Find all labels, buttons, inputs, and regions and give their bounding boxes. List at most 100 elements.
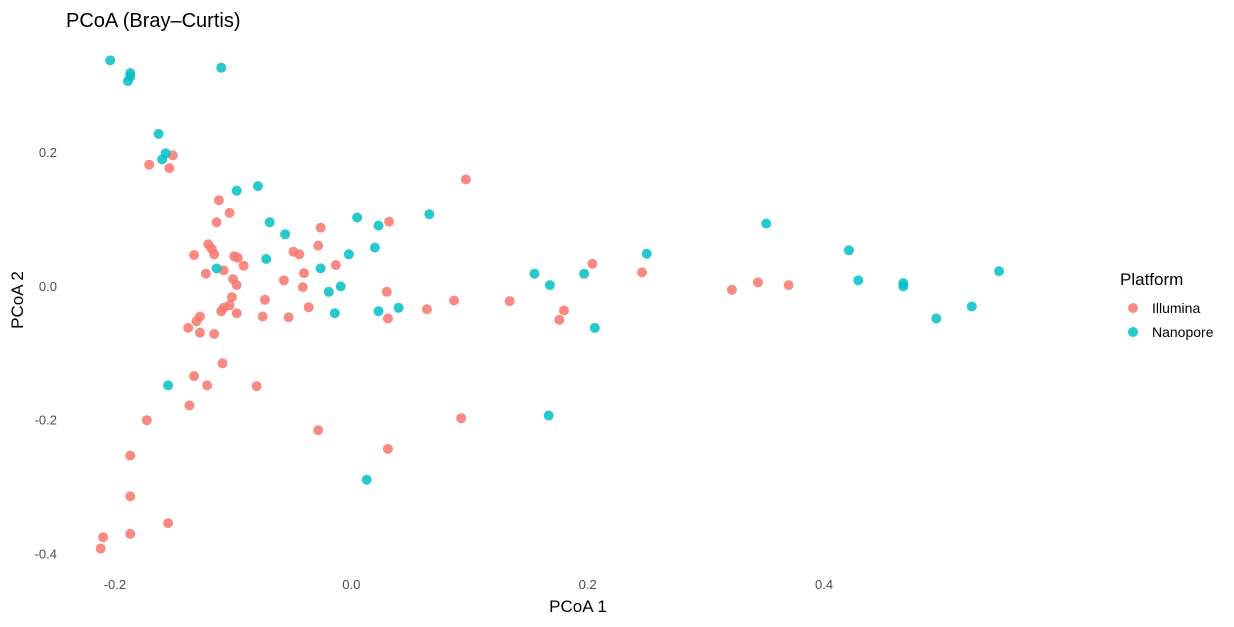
data-point-nanopore bbox=[261, 254, 272, 264]
data-point-illumina bbox=[456, 413, 467, 424]
data-point-illumina bbox=[752, 277, 763, 288]
data-point-illumina bbox=[189, 371, 200, 382]
data-point-illumina bbox=[144, 159, 155, 170]
y-axis-ticks: -0.4 -0.2 0.0 0.2 bbox=[35, 145, 57, 561]
data-point-illumina bbox=[726, 284, 737, 295]
data-point-illumina bbox=[191, 316, 202, 327]
data-point-nanopore bbox=[315, 263, 326, 274]
data-point-illumina bbox=[232, 252, 243, 263]
data-point-illumina bbox=[297, 282, 308, 293]
data-point-illumina bbox=[189, 250, 200, 260]
data-point-nanopore bbox=[264, 217, 275, 228]
x-tick-label: 0.4 bbox=[815, 577, 833, 592]
data-point-illumina bbox=[504, 296, 515, 307]
x-tick-label: 0.2 bbox=[579, 577, 597, 592]
data-point-illumina bbox=[449, 295, 460, 306]
data-point-illumina bbox=[217, 358, 228, 369]
data-point-illumina bbox=[141, 415, 152, 426]
data-point-illumina bbox=[200, 268, 211, 279]
data-point-illumina bbox=[330, 260, 341, 270]
data-point-illumina bbox=[95, 543, 106, 554]
data-point-illumina bbox=[587, 258, 598, 269]
data-point-nanopore bbox=[843, 245, 854, 256]
legend-swatch-illumina bbox=[1128, 303, 1138, 313]
data-point-nanopore bbox=[373, 306, 384, 317]
data-point-nanopore bbox=[157, 154, 168, 165]
data-point-illumina bbox=[382, 313, 393, 324]
data-point-nanopore bbox=[529, 268, 540, 279]
data-point-illumina bbox=[211, 217, 222, 228]
data-point-illumina bbox=[226, 292, 237, 303]
data-point-illumina bbox=[209, 328, 220, 339]
data-point-illumina bbox=[125, 450, 136, 461]
data-point-nanopore bbox=[966, 301, 977, 312]
data-point-illumina bbox=[313, 425, 324, 436]
data-point-illumina bbox=[299, 268, 309, 279]
data-point-illumina bbox=[460, 174, 471, 185]
data-point-nanopore bbox=[898, 281, 909, 292]
data-point-illumina bbox=[303, 302, 314, 313]
data-point-illumina bbox=[231, 308, 242, 319]
data-point-illumina bbox=[783, 280, 794, 291]
data-point-nanopore bbox=[105, 55, 116, 66]
data-point-illumina bbox=[313, 240, 324, 251]
data-point-nanopore bbox=[153, 128, 164, 139]
data-point-illumina bbox=[554, 314, 565, 325]
data-points bbox=[95, 55, 1004, 554]
data-point-nanopore bbox=[543, 410, 554, 421]
legend-label-nanopore: Nanopore bbox=[1152, 324, 1214, 340]
data-point-nanopore bbox=[211, 263, 222, 274]
data-point-nanopore bbox=[352, 212, 363, 223]
data-point-illumina bbox=[125, 528, 136, 539]
data-point-illumina bbox=[294, 249, 305, 260]
data-point-illumina bbox=[184, 400, 195, 411]
data-point-nanopore bbox=[252, 181, 263, 192]
data-point-illumina bbox=[251, 381, 262, 392]
data-point-nanopore bbox=[163, 380, 174, 391]
data-point-nanopore bbox=[323, 286, 334, 297]
data-point-nanopore bbox=[335, 281, 346, 292]
data-point-illumina bbox=[382, 443, 393, 454]
chart-title: PCoA (Bray–Curtis) bbox=[66, 10, 241, 32]
data-point-nanopore bbox=[393, 302, 404, 313]
legend-label-illumina: Illumina bbox=[1152, 300, 1200, 316]
y-axis-title: PCoA 2 bbox=[8, 271, 27, 329]
data-point-nanopore bbox=[373, 220, 384, 231]
data-point-illumina bbox=[213, 195, 224, 206]
data-point-nanopore bbox=[994, 266, 1004, 277]
legend: Platform Illumina Nanopore bbox=[1120, 270, 1214, 340]
data-point-illumina bbox=[384, 216, 395, 227]
data-point-nanopore bbox=[231, 185, 242, 196]
y-tick-label: 0.2 bbox=[39, 145, 57, 160]
data-point-nanopore bbox=[641, 248, 652, 259]
data-point-nanopore bbox=[544, 280, 555, 291]
data-point-illumina bbox=[421, 304, 432, 315]
data-point-nanopore bbox=[853, 275, 864, 286]
data-point-nanopore bbox=[589, 322, 600, 333]
data-point-nanopore bbox=[361, 474, 372, 485]
data-point-nanopore bbox=[329, 308, 340, 319]
data-point-illumina bbox=[209, 249, 220, 260]
data-point-illumina bbox=[224, 207, 235, 218]
data-point-illumina bbox=[283, 312, 294, 323]
y-tick-label: 0.0 bbox=[39, 279, 57, 294]
data-point-illumina bbox=[125, 491, 136, 502]
x-tick-label: 0.0 bbox=[342, 577, 360, 592]
data-point-illumina bbox=[637, 267, 648, 278]
data-point-nanopore bbox=[931, 313, 942, 324]
x-axis-title: PCoA 1 bbox=[549, 597, 607, 616]
data-point-nanopore bbox=[343, 249, 354, 260]
legend-swatch-nanopore bbox=[1128, 327, 1138, 337]
data-point-illumina bbox=[183, 322, 194, 333]
y-tick-label: -0.2 bbox=[35, 413, 57, 428]
y-tick-label: -0.4 bbox=[35, 546, 57, 561]
data-point-illumina bbox=[202, 380, 213, 391]
data-point-illumina bbox=[163, 518, 174, 529]
data-point-nanopore bbox=[216, 62, 227, 73]
data-point-illumina bbox=[164, 163, 175, 174]
data-point-illumina bbox=[257, 311, 268, 322]
data-point-illumina bbox=[238, 260, 249, 271]
data-point-illumina bbox=[98, 532, 109, 543]
data-point-nanopore bbox=[761, 218, 772, 229]
